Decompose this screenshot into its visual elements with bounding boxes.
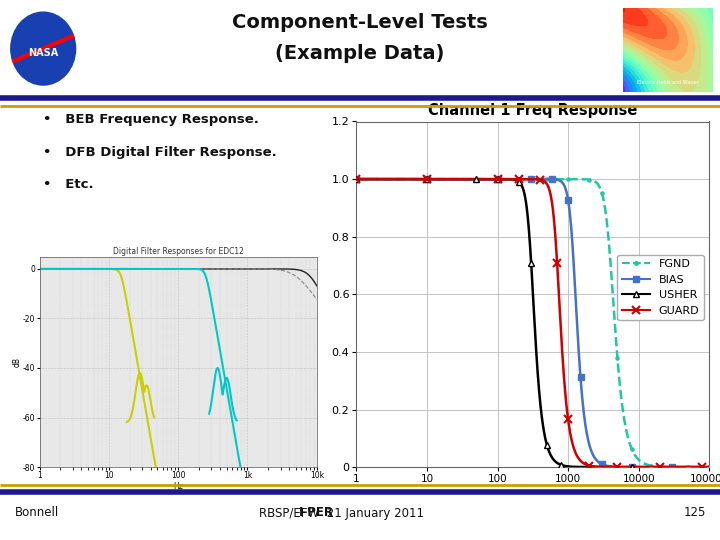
Text: Bonnell: Bonnell xyxy=(14,507,58,519)
Y-axis label: dB: dB xyxy=(12,357,22,367)
Circle shape xyxy=(11,12,76,85)
Title: Channel 1 Freq Response: Channel 1 Freq Response xyxy=(428,103,637,118)
Text: •   Etc.: • Etc. xyxy=(43,178,94,191)
Text: •   DFB Digital Filter Response.: • DFB Digital Filter Response. xyxy=(43,146,277,159)
Text: Electric Fields and Waves: Electric Fields and Waves xyxy=(637,80,698,85)
Legend: FGND, BIAS, USHER, GUARD: FGND, BIAS, USHER, GUARD xyxy=(618,255,703,320)
Text: Component-Level Tests: Component-Level Tests xyxy=(232,14,488,32)
Text: NASA: NASA xyxy=(28,48,58,58)
Text: 125: 125 xyxy=(683,507,706,519)
Text: (Example Data): (Example Data) xyxy=(275,44,445,63)
Text: RBSP/EFW: RBSP/EFW xyxy=(259,507,323,519)
Title: Digital Filter Responses for EDC12: Digital Filter Responses for EDC12 xyxy=(113,247,243,256)
X-axis label: Hz: Hz xyxy=(174,482,183,491)
Text: 21 January 2011: 21 January 2011 xyxy=(323,507,423,519)
Text: •   BEB Frequency Response.: • BEB Frequency Response. xyxy=(43,113,259,126)
Text: I-PER: I-PER xyxy=(299,507,334,519)
